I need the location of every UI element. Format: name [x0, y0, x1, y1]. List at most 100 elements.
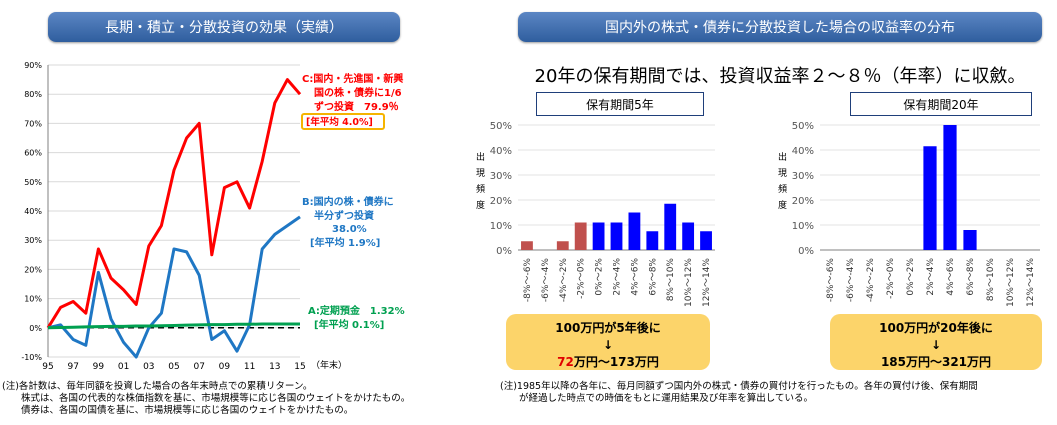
- hist-x-tick: 8%～10%: [666, 258, 676, 302]
- y-tick-label: 10%: [24, 295, 42, 304]
- result20-range: 185万円～321万円: [880, 355, 992, 369]
- hist-bar: [628, 212, 641, 250]
- x-tick-label: 97: [67, 362, 78, 372]
- hist-y-tick: 10%: [490, 221, 512, 232]
- hist-x-tick: 2%～4%: [926, 258, 936, 296]
- period5-title: 保有期間5年: [536, 92, 704, 116]
- left-chart-title: 長期・積立・分散投資の効果（実績）: [48, 12, 400, 42]
- result20-arrow: ↓: [930, 338, 942, 352]
- hist-bar: [521, 241, 533, 250]
- hist-x-tick: 0%～2%: [595, 258, 605, 296]
- right-panel-subtitle: 20年の保有期間では、投資収益率２～８％（年率）に収斂。: [534, 66, 1026, 87]
- x-tick-label: 95: [42, 362, 53, 372]
- y-tick-label: 30%: [24, 236, 42, 245]
- result-20-year: 100万円が20年後に ↓ 185万円～321万円: [830, 314, 1042, 370]
- y-tick-label: 90%: [24, 61, 42, 70]
- hist-bar: [923, 146, 937, 250]
- hist-x-tick: -2%～0%: [577, 258, 587, 299]
- hist-x-tick: 4%～6%: [630, 258, 640, 296]
- x-tick-label: 09: [219, 362, 231, 372]
- y-tick-label: 40%: [24, 207, 42, 216]
- notes-left: (注)各計数は、毎年同額を投資した場合の各年末時点での累積リターン。 株式は、各…: [2, 381, 411, 416]
- series-b-line: [47, 215, 301, 359]
- hist-x-tick: -4%～-2%: [866, 258, 876, 302]
- x-tick-label: 05: [168, 362, 179, 372]
- period20-title: 保有期間20年: [850, 92, 1032, 116]
- hist-x-tick: 2%～4%: [613, 258, 623, 296]
- series-a-line: [47, 322, 301, 330]
- hist-y-tick: 40%: [792, 146, 814, 157]
- y-tick-label: 50%: [24, 178, 42, 187]
- hist-bar: [556, 241, 569, 250]
- series-a-avg: [年平均 0.1%]: [314, 318, 384, 331]
- hist-bar: [963, 230, 977, 250]
- series-c-label-3: ずつ投資 79.9％: [314, 100, 399, 113]
- x-tick-label: 07: [193, 362, 204, 372]
- result20-line1: 100万円が20年後に: [879, 321, 993, 335]
- hist-y-tick: 30%: [490, 171, 512, 182]
- series-b-label-1: B:国内の株・債券に: [302, 195, 394, 208]
- hist-x-tick: 0%～2%: [906, 258, 916, 296]
- hist-x-tick: -4%～-2%: [559, 258, 569, 302]
- x-tick-label: 03: [143, 362, 154, 372]
- y-tick-label: 20%: [24, 265, 42, 274]
- hist-bar: [682, 222, 695, 250]
- series-c-line: [46, 78, 302, 329]
- hist-x-tick: 12%～14%: [1026, 258, 1036, 307]
- series-c-avg: [年平均 4.0%]: [306, 116, 373, 128]
- hist-x-tick: -8%～-6%: [523, 258, 533, 302]
- hist-y-tick: 30%: [792, 171, 814, 182]
- hist-x-tick: -6%～-4%: [846, 258, 856, 302]
- y-tick-label: 70%: [24, 119, 42, 128]
- hist-bar: [700, 231, 712, 250]
- hist-y-tick: 50%: [792, 121, 814, 132]
- hist-ylabel-char: 出: [476, 151, 485, 163]
- hist-ylabel-char: 現: [778, 168, 787, 179]
- series-c-label-1: C:国内・先進国・新興: [302, 72, 403, 85]
- result5-arrow: ↓: [602, 338, 614, 352]
- series-c-label-2: 国の株・債券に1/6: [314, 86, 402, 99]
- hist-x-tick: -2%～0%: [886, 258, 896, 299]
- hist-bar: [610, 222, 623, 250]
- x-tick-label: 11: [244, 362, 255, 372]
- hist-y-tick: 20%: [490, 196, 512, 207]
- x-tick-label: 15: [294, 362, 305, 372]
- hist-bar: [592, 222, 605, 250]
- y-tick-label: 60%: [24, 149, 42, 158]
- hist-bar: [943, 125, 957, 250]
- hist-x-tick: 8%～10%: [986, 258, 996, 302]
- hist-y-tick: 20%: [792, 196, 814, 207]
- hist-ylabel-char: 頻: [476, 183, 485, 195]
- hist-y-tick: 0%: [496, 246, 512, 257]
- hist-x-tick: 6%～8%: [648, 258, 658, 296]
- right-panel-title: 国内外の株式・債券に分散投資した場合の収益率の分布: [518, 12, 1042, 42]
- hist-x-tick: 10%～12%: [684, 258, 694, 307]
- series-a-label: A:定期預金 1.32%: [308, 304, 405, 317]
- y-tick-label: 0%: [29, 324, 42, 333]
- hist-ylabel-char: 頻: [778, 183, 787, 195]
- hist-x-tick: 12%～14%: [702, 258, 712, 307]
- x-tick-label: 99: [93, 362, 105, 372]
- hist-y-tick: 40%: [490, 146, 512, 157]
- result5-low: 72: [557, 355, 574, 369]
- hist-y-tick: 50%: [490, 121, 512, 132]
- hist-ylabel-char: 現: [476, 168, 485, 179]
- series-c-avg-box: [301, 113, 385, 130]
- result5-range: 72万円～173万円: [506, 354, 710, 371]
- hist-bar: [574, 222, 587, 250]
- hist-y-tick: 10%: [792, 221, 814, 232]
- hist-y-tick: 0%: [798, 246, 814, 257]
- x-tick-label: 13: [269, 362, 280, 372]
- cumulative-return-line-chart: 90% 80% 70% 60% 50% 40% 30% 20% 10% 0% -10%95 97 99 0…: [21, 61, 405, 372]
- notes-right: (注)1985年以降の各年に、毎月同額ずつ国内外の株式・債券の買付けを行ったもの…: [500, 381, 978, 404]
- y-tick-label: -10%: [21, 353, 42, 362]
- hist-x-tick: 10%～12%: [1006, 258, 1016, 307]
- result5-rest: 万円～173万円: [573, 355, 659, 369]
- hist-x-tick: -8%～-6%: [826, 258, 836, 302]
- y-tick-label: 80%: [24, 90, 42, 99]
- result-5-year: 100万円が5年後に ↓ 72万円～173万円: [506, 314, 710, 370]
- x-tick-label: 01: [118, 362, 129, 372]
- hist-ylabel-char: 出: [778, 151, 787, 163]
